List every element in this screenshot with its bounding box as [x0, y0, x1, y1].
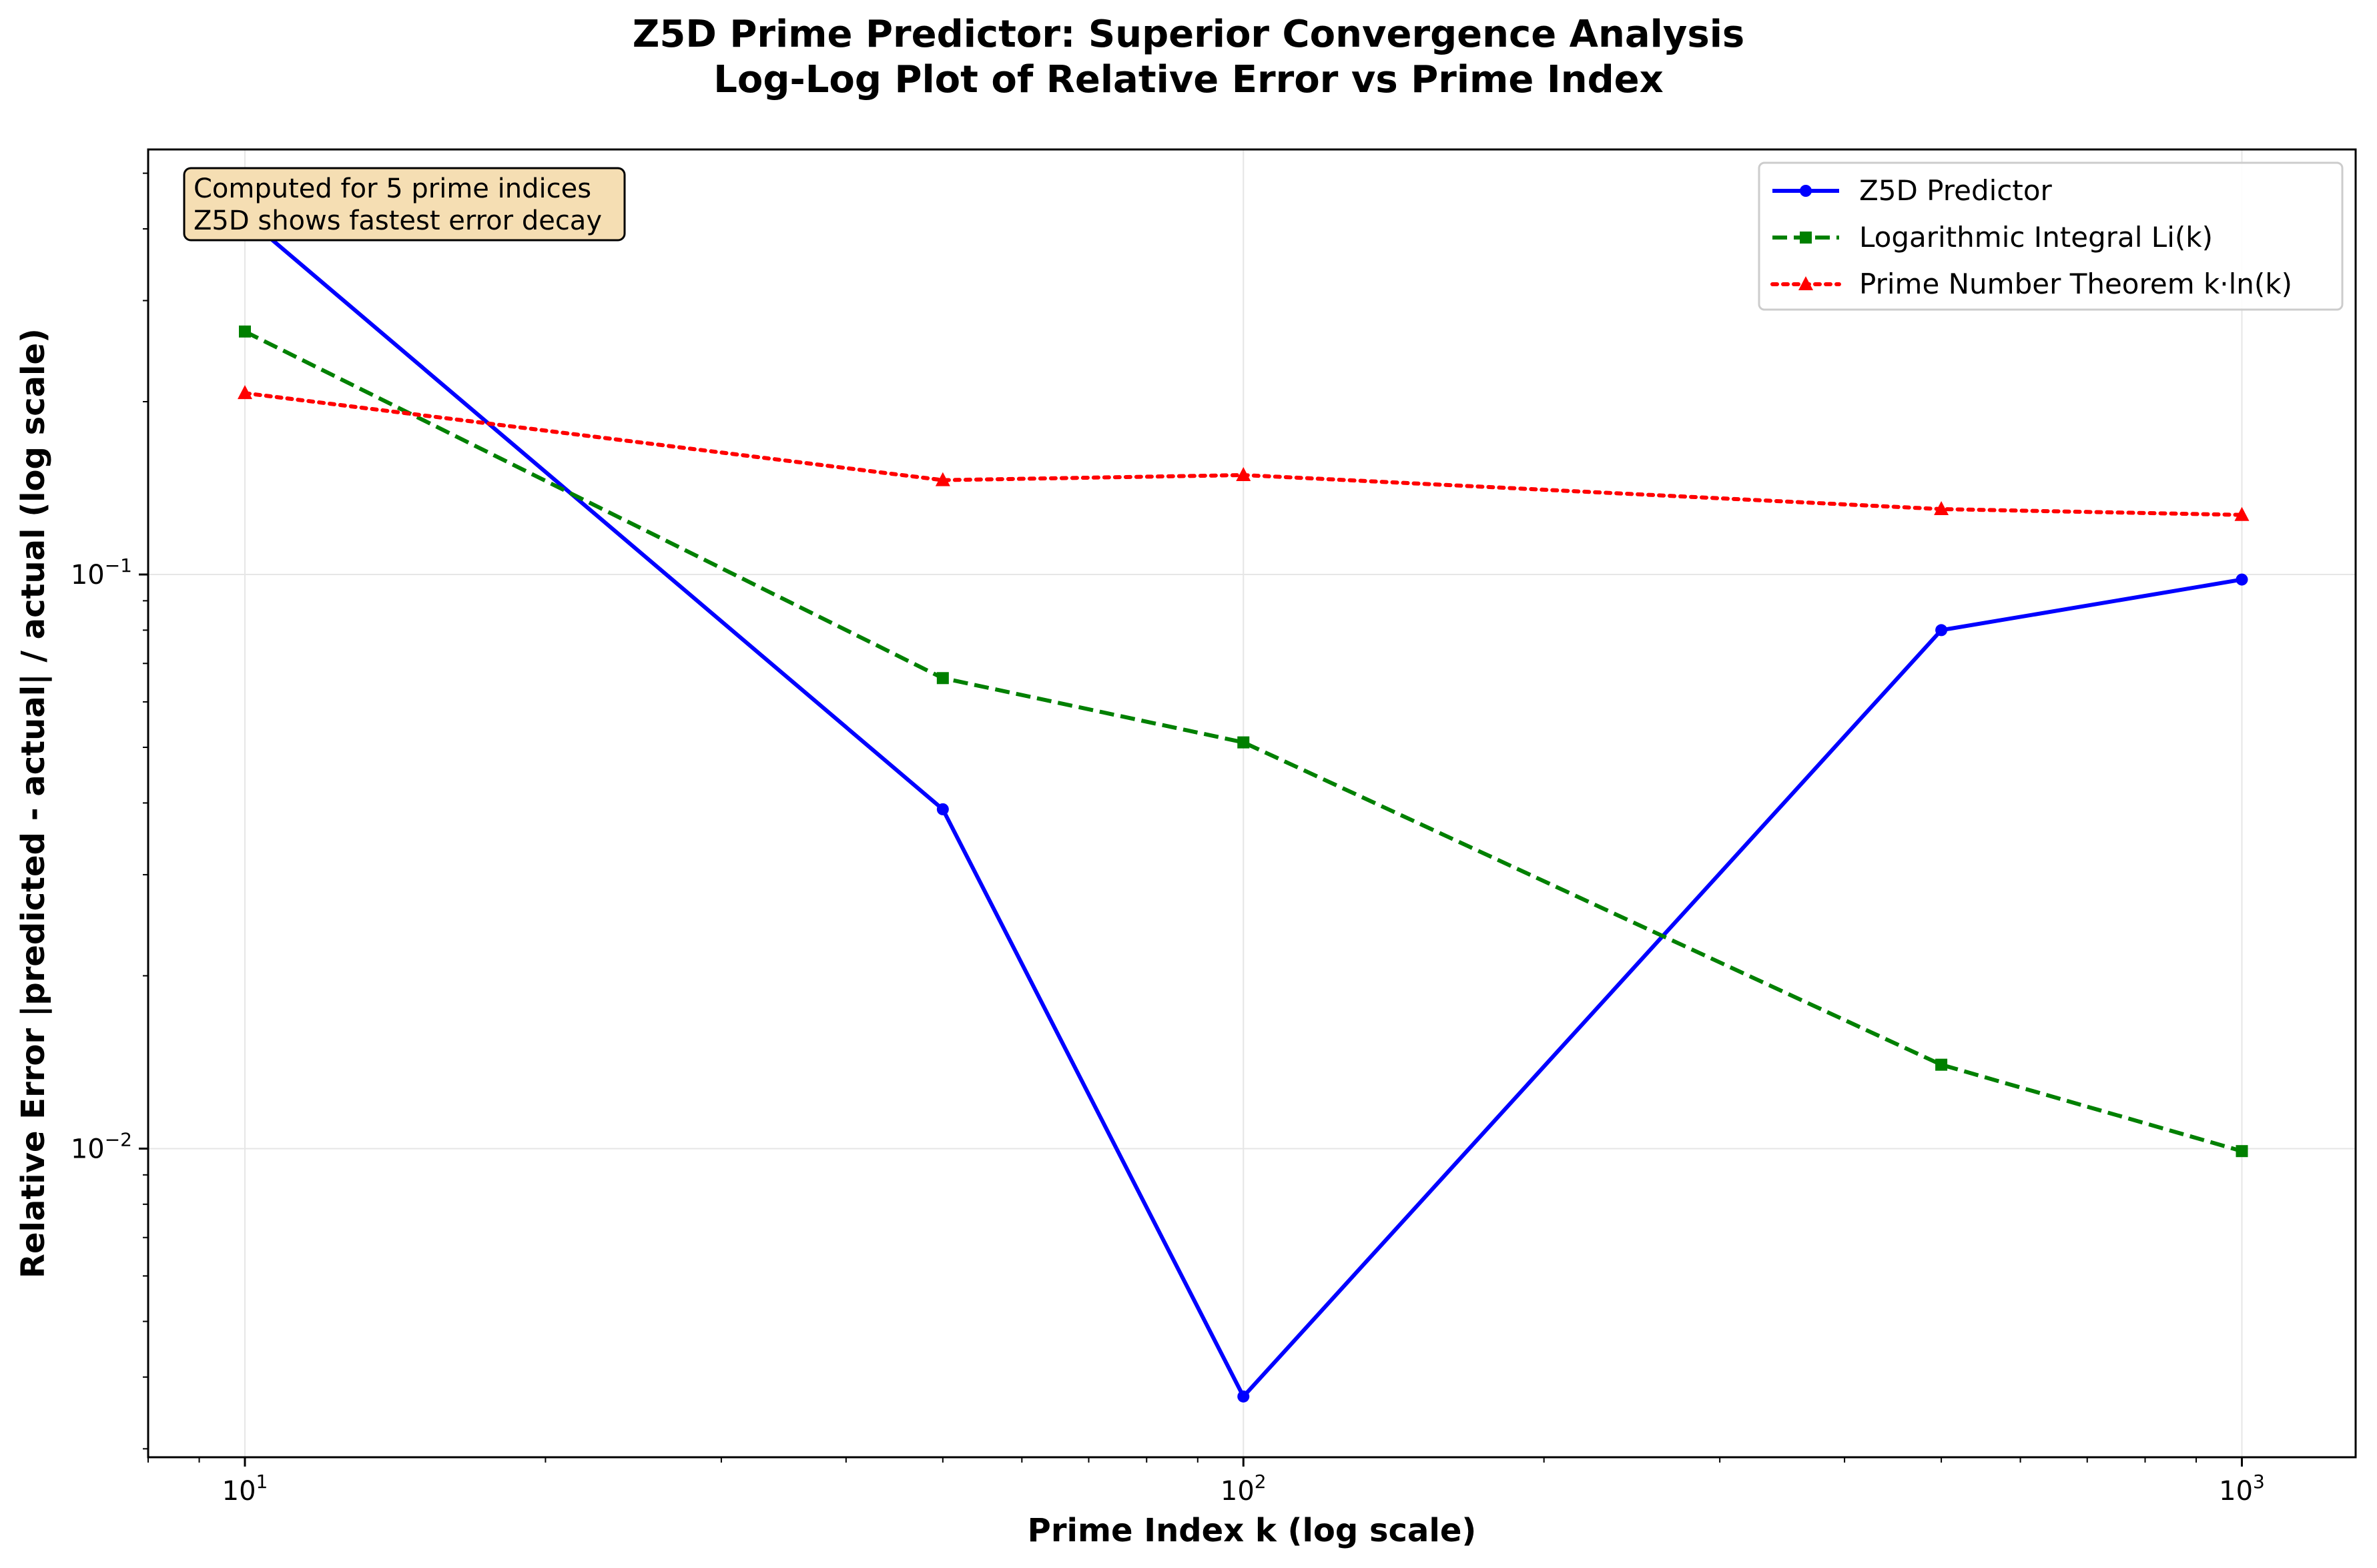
x-tick-label-exponent: 2	[1255, 1471, 1267, 1493]
data-point	[1934, 500, 1949, 515]
x-tick-label-base: 10	[1221, 1476, 1255, 1507]
data-point	[1236, 467, 1251, 482]
y-tick-label-base: 10	[71, 560, 105, 591]
legend-marker	[1798, 276, 1813, 290]
x-tick-label: 102	[1221, 1471, 1267, 1507]
y-tick-label: 10−2	[71, 1128, 132, 1164]
annotation-line-1: Computed for 5 prime indices	[194, 173, 591, 204]
plot-series	[238, 210, 2250, 1403]
annotation-background	[183, 167, 626, 242]
data-point	[1935, 624, 1948, 637]
x-axis-label: Prime Index k (log scale)	[1028, 1512, 1477, 1549]
y-axis-label: Relative Error |predicted - actual| / ac…	[15, 328, 52, 1278]
annotation-box: Computed for 5 prime indices Z5D shows f…	[183, 167, 626, 242]
y-tick-label: 10−1	[71, 554, 132, 591]
data-point	[935, 472, 950, 486]
chart-title: Z5D Prime Predictor: Superior Convergenc…	[633, 13, 1744, 56]
chart-subtitle: Log-Log Plot of Relative Error vs Prime …	[713, 58, 1664, 101]
legend: Z5D Predictor Logarithmic Integral Li(k) P…	[1758, 161, 2344, 311]
y-tick-label-exponent: −1	[105, 554, 132, 576]
series-square	[239, 325, 2248, 1158]
data-point	[1935, 1058, 1948, 1071]
legend-frame	[1758, 161, 2344, 311]
legend-label: Prime Number Theorem k·ln(k)	[1859, 268, 2292, 300]
data-point	[238, 385, 253, 400]
legend-item: Z5D Predictor	[1772, 174, 2053, 207]
x-tick-label-base: 10	[2219, 1476, 2253, 1507]
plot-frame	[147, 148, 2357, 1459]
data-point	[2236, 1145, 2248, 1158]
legend-marker	[1800, 232, 1812, 244]
legend-item: Prime Number Theorem k·ln(k)	[1770, 268, 2292, 300]
y-tick-label-exponent: −2	[105, 1128, 132, 1150]
x-tick-label-exponent: 1	[256, 1471, 268, 1493]
series-triangle	[238, 385, 2250, 521]
series-line	[244, 330, 2243, 1154]
legend-label: Logarithmic Integral Li(k)	[1859, 221, 2213, 254]
legend-item: Logarithmic Integral Li(k)	[1772, 221, 2213, 254]
data-point	[936, 803, 949, 815]
x-tick-label: 103	[2219, 1471, 2265, 1507]
legend-label: Z5D Predictor	[1859, 174, 2053, 207]
annotation-line-2: Z5D shows fastest error decay	[194, 206, 602, 236]
legend-marker	[1800, 185, 1812, 197]
x-tick-label: 101	[222, 1471, 268, 1507]
y-tick-label-base: 10	[71, 1134, 105, 1164]
x-tick-label-exponent: 3	[2253, 1471, 2265, 1493]
x-tick-label-base: 10	[222, 1476, 256, 1507]
data-point	[2236, 573, 2248, 586]
grid	[148, 149, 2356, 1457]
data-point	[2234, 506, 2250, 521]
data-point	[239, 325, 252, 338]
data-point	[1237, 1390, 1250, 1403]
data-point	[936, 672, 949, 685]
data-point	[1237, 736, 1250, 749]
